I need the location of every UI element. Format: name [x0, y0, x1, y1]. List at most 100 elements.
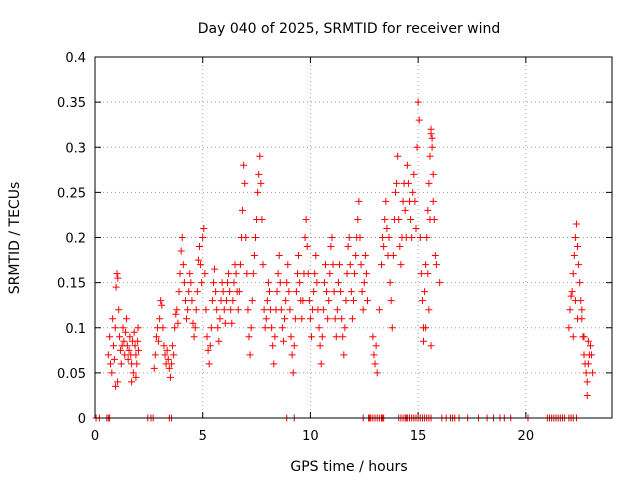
data-point	[240, 161, 248, 169]
data-point	[204, 346, 212, 354]
data-point	[324, 315, 332, 323]
data-point	[355, 197, 363, 205]
data-point	[164, 355, 172, 363]
data-point	[426, 152, 434, 160]
data-point	[327, 243, 335, 251]
data-point	[285, 288, 293, 296]
data-point	[403, 161, 411, 169]
data-point	[428, 143, 436, 151]
data-point	[286, 306, 294, 314]
data-point	[328, 234, 336, 241]
axis-ticks: 0 0.05 0.1 0.15 0.2 0.25 0.3 0.35 0.4 0 5 10 15 20	[57, 51, 612, 444]
data-point	[340, 351, 348, 359]
data-point	[421, 288, 429, 296]
data-point	[378, 261, 386, 269]
data-point	[292, 288, 300, 296]
data-point	[197, 261, 205, 269]
data-point	[347, 288, 355, 296]
data-point	[116, 333, 124, 341]
data-point	[345, 234, 353, 241]
y-axis-label: SRMTID / TECUs	[7, 182, 23, 295]
data-point	[126, 333, 134, 341]
data-point	[389, 252, 397, 260]
data-point	[172, 310, 180, 318]
data-point	[186, 270, 194, 278]
data-point	[273, 288, 281, 296]
data-point	[565, 324, 573, 332]
data-point	[112, 283, 120, 291]
data-point	[584, 360, 592, 368]
data-point	[221, 319, 229, 327]
data-point	[111, 382, 119, 390]
data-point	[583, 391, 591, 399]
data-point	[165, 364, 173, 372]
data-point	[303, 243, 311, 251]
data-point	[160, 342, 168, 350]
data-point	[270, 360, 278, 368]
y-tick-label: 0.25	[57, 186, 86, 201]
data-point	[575, 261, 583, 269]
data-point	[229, 297, 237, 305]
data-point	[395, 215, 403, 223]
data-point	[302, 215, 310, 223]
data-point	[187, 279, 195, 287]
data-point	[263, 297, 271, 305]
y-tick-label: 0.4	[65, 51, 86, 66]
data-point	[257, 179, 265, 187]
data-point	[108, 369, 116, 377]
data-point	[216, 315, 224, 323]
data-point	[343, 270, 351, 278]
data-point	[424, 206, 432, 214]
data-point	[193, 288, 201, 296]
data-point	[358, 288, 366, 296]
data-point	[574, 315, 582, 323]
data-point	[582, 369, 590, 377]
data-point	[178, 234, 186, 241]
data-point	[428, 134, 436, 142]
data-point	[163, 346, 171, 354]
data-point	[183, 315, 191, 323]
data-point	[288, 351, 296, 359]
data-point	[401, 206, 409, 214]
data-point	[239, 206, 247, 214]
data-point	[412, 224, 420, 232]
data-point	[115, 306, 123, 314]
data-point	[261, 324, 269, 332]
data-point	[589, 369, 597, 377]
data-point	[315, 324, 323, 332]
data-point	[243, 270, 251, 278]
data-point	[206, 342, 214, 350]
data-point	[222, 297, 230, 305]
data-point	[385, 234, 393, 241]
data-point	[258, 215, 266, 223]
data-point	[124, 355, 132, 363]
x-tick-label: 15	[410, 429, 427, 444]
y-tick-label: 0.15	[57, 277, 86, 292]
data-point	[246, 351, 254, 359]
data-point	[223, 279, 231, 287]
data-point	[129, 369, 137, 377]
data-point	[104, 351, 112, 359]
data-point	[354, 215, 362, 223]
data-point	[284, 261, 292, 269]
y-tick-label: 0.35	[57, 96, 86, 111]
data-point	[264, 279, 272, 287]
data-point	[335, 261, 343, 269]
data-point	[371, 360, 379, 368]
data-point	[212, 288, 220, 296]
data-point	[413, 143, 421, 151]
data-point	[431, 252, 439, 260]
data-point	[271, 333, 279, 341]
data-point	[130, 328, 138, 336]
data-point	[312, 252, 320, 260]
data-point	[362, 270, 370, 278]
data-point	[119, 324, 127, 332]
data-point	[131, 342, 139, 350]
data-point	[192, 306, 200, 314]
data-point	[176, 270, 184, 278]
data-point	[310, 288, 318, 296]
data-point	[235, 288, 243, 296]
data-point	[337, 288, 345, 296]
data-point	[173, 306, 181, 314]
